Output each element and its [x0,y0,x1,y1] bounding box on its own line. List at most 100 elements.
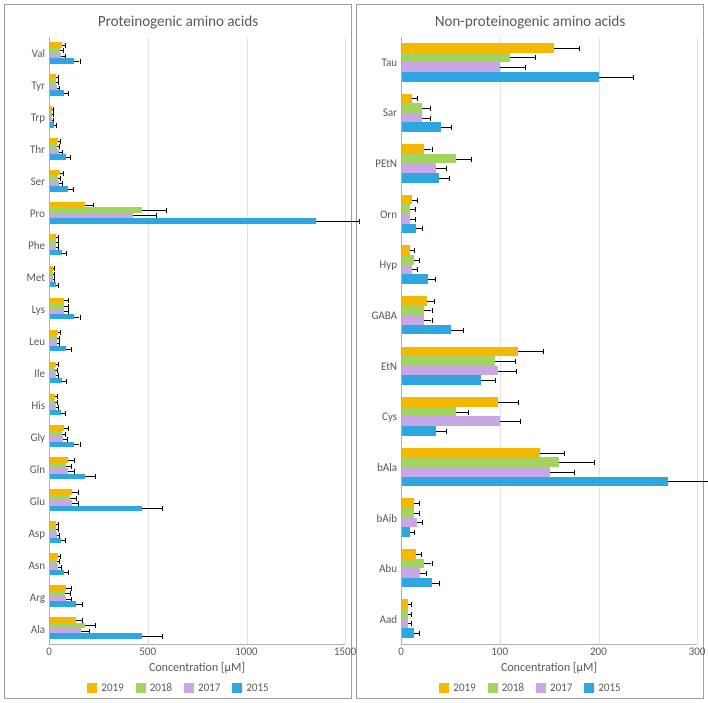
bar-group [402,204,697,214]
bar-group [402,274,697,284]
bar-group [402,448,697,458]
category-label: Asn [11,559,45,572]
error-cap [422,226,423,231]
bar-2019 [402,397,498,407]
bar-2015 [50,250,62,255]
error-cap [417,198,418,203]
bar-2015 [402,325,451,335]
error-cap [446,429,447,434]
category-label: EtN [363,360,397,373]
bar-2019 [402,448,540,458]
bar-group [402,498,697,508]
bar-group [402,62,697,72]
legend-swatch [136,683,146,693]
bar-group [402,103,697,113]
bar-group [402,518,697,528]
error-cap [417,267,418,272]
left-panel: Proteinogenic amino acids ValTyrTrpThrSe… [4,4,352,699]
bar-group [402,306,697,316]
legend-label: 2015 [246,681,268,694]
bar-group [402,113,697,123]
error-cap [520,419,521,424]
legend-swatch [232,683,242,693]
bar-2015 [402,122,441,132]
figure: Proteinogenic amino acids ValTyrTrpThrSe… [0,0,708,703]
bar-group [402,609,697,619]
bar-group [402,578,697,588]
error-cap [432,561,433,566]
bar-group [402,173,697,183]
error-bar [316,221,359,222]
bar-2015 [402,628,414,638]
error-bar [424,320,432,321]
bar-group [402,224,697,234]
error-cap [66,251,67,256]
bar-2015 [50,474,85,479]
chart-row [50,293,345,325]
error-bar [599,77,633,78]
bar-group [402,619,697,629]
legend-item-2015: 2015 [584,681,620,694]
left-x-ticks: 050010001500 [49,645,345,661]
bar-2019 [402,195,412,205]
bar-group [402,296,697,306]
error-bar [439,178,449,179]
legend-swatch [184,683,194,693]
category-label: Sar [363,106,397,119]
bar-group [402,375,697,385]
legend-label: 2018 [150,681,172,694]
error-bar [85,205,93,206]
bar-2017 [402,416,500,426]
bar-2015 [50,218,316,223]
bar-group [402,154,697,164]
left-x-title: Concentration [µM] [49,661,345,675]
left-plot-and-axis: ValTyrTrpThrSerProPheMetLysLeuIleHisGlyG… [11,37,345,645]
category-label: Thr [11,143,45,156]
bar-group [50,346,345,351]
error-cap [70,155,71,160]
bar-2019 [402,549,416,559]
bar-group [402,457,697,467]
bar-group [402,549,697,559]
right-plot-area [401,37,697,645]
error-cap [432,318,433,323]
chart-row [50,420,345,452]
chart-row [402,391,697,442]
bar-2015 [402,72,599,82]
error-bar [142,508,162,509]
error-bar [428,279,436,280]
left-legend: 2019201820172015 [11,681,345,694]
error-bar [456,159,471,160]
right-x-ticks: 0100200300 [401,645,697,661]
bar-2019 [402,347,518,357]
bar-2015 [402,527,410,537]
error-cap [633,75,634,80]
error-bar [554,48,579,49]
error-bar [436,431,446,432]
error-cap [463,328,464,333]
bar-group [402,144,697,154]
error-cap [518,400,519,405]
bar-2018 [402,53,510,63]
grid-line [345,37,346,644]
bar-2015 [402,224,416,234]
bar-2015 [402,173,439,183]
bar-2018 [402,204,410,214]
bar-group [50,506,345,511]
error-cap [421,552,422,557]
bar-2015 [50,506,142,511]
category-label: Gln [11,463,45,476]
bar-group [402,347,697,357]
error-cap [80,442,81,447]
error-cap [162,506,163,511]
error-cap [430,116,431,121]
bar-group [50,58,345,63]
legend-label: 2019 [101,681,123,694]
category-label: Leu [11,335,45,348]
error-cap [419,258,420,263]
error-cap [414,248,415,253]
bar-2018 [402,508,414,518]
category-label: GABA [363,309,397,322]
error-bar [424,149,432,150]
bar-group [402,195,697,205]
